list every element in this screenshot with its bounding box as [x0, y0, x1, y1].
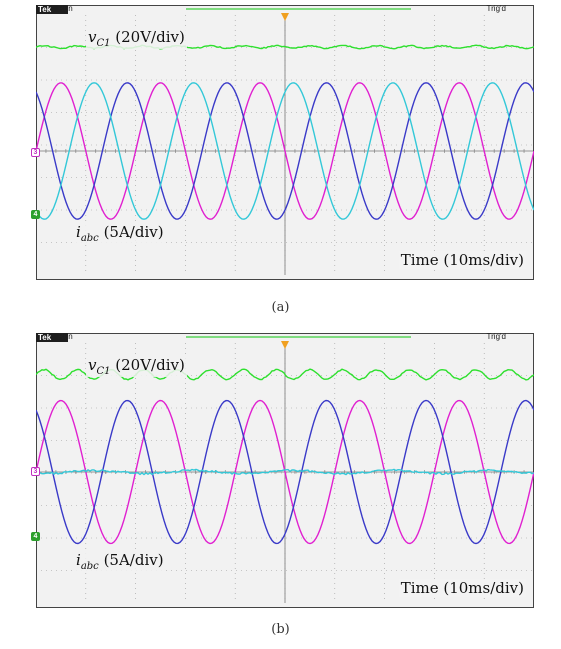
time-label: Time (10ms/div): [399, 251, 526, 269]
scope-panel-b: Tek Run Trig'd 3 4 vC1 (20V/div) iabc (5…: [36, 333, 534, 608]
time-label: Time (10ms/div): [399, 579, 526, 597]
voltage-label: vC1 (20V/div): [86, 28, 187, 49]
run-status: Run: [58, 4, 73, 13]
trigger-status: Trig'd: [487, 332, 506, 341]
channel-4-marker: 4: [31, 532, 40, 541]
channel-3-marker: 3: [31, 467, 40, 476]
channel-4-marker: 4: [31, 210, 40, 219]
voltage-label: vC1 (20V/div): [86, 356, 187, 377]
trigger-position-marker: [281, 13, 289, 21]
scope-panel-a: Tek Run Trig'd 3 4 vC1 (20V/div) iabc (5…: [36, 5, 534, 280]
current-label: iabc (5A/div): [74, 551, 166, 572]
caption-a: (a): [0, 300, 561, 315]
run-status: Run: [58, 332, 73, 341]
trigger-position-marker: [281, 341, 289, 349]
trigger-status: Trig'd: [487, 4, 506, 13]
channel-3-marker: 3: [31, 148, 40, 157]
current-label: iabc (5A/div): [74, 223, 166, 244]
caption-b: (b): [0, 622, 561, 637]
